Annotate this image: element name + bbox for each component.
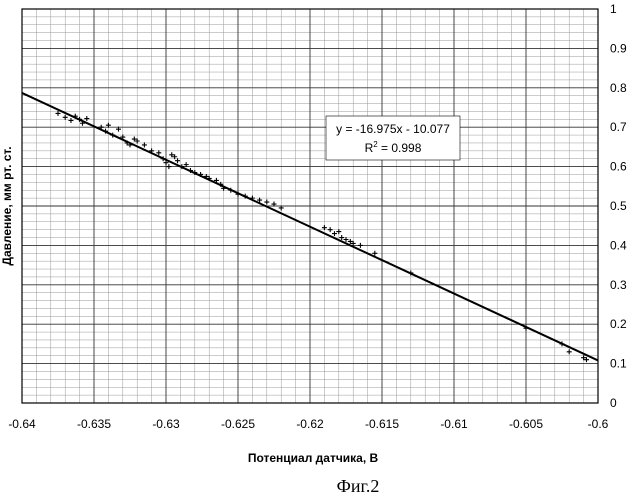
y-tick-label: 0.6 bbox=[610, 160, 627, 174]
x-tick-label: -0.635 bbox=[77, 417, 111, 431]
x-tick-labels: -0.64 -0.635 -0.63 -0.625 -0.62 -0.615 -0.61 -0… bbox=[8, 417, 608, 431]
data-point bbox=[166, 164, 171, 169]
x-tick-label: -0.61 bbox=[440, 417, 468, 431]
x-tick-label: -0.605 bbox=[509, 417, 543, 431]
x-tick-label: -0.62 bbox=[296, 417, 324, 431]
data-point bbox=[264, 200, 269, 205]
data-point bbox=[68, 118, 73, 123]
data-point bbox=[567, 349, 572, 354]
y-tick-label: 0.9 bbox=[610, 41, 627, 55]
x-tick-label: -0.64 bbox=[8, 417, 36, 431]
x-tick-label: -0.615 bbox=[365, 417, 399, 431]
y-tick-label: 0.5 bbox=[610, 199, 627, 213]
x-tick-label: -0.625 bbox=[221, 417, 255, 431]
y-tick-label: 0.3 bbox=[610, 278, 627, 292]
y-tick-label: 0.8 bbox=[610, 81, 627, 95]
x-tick-label: -0.6 bbox=[588, 417, 609, 431]
y-tick-label: 0.1 bbox=[610, 357, 627, 371]
x-tick-label: -0.63 bbox=[152, 417, 180, 431]
r-squared-label: R2 = 0.998 bbox=[365, 140, 422, 155]
y-axis-title: Давление, мм рт. ст. bbox=[0, 146, 14, 265]
y-tick-label: 1 bbox=[610, 2, 617, 16]
figure-caption: Фиг.2 bbox=[337, 476, 380, 496]
r-squared-base: R bbox=[365, 141, 374, 155]
data-point bbox=[358, 243, 363, 248]
y-tick-label: 0 bbox=[610, 396, 617, 410]
y-tick-label: 0.7 bbox=[610, 120, 627, 134]
r-squared-value: = 0.998 bbox=[378, 141, 422, 155]
y-tick-label: 0.2 bbox=[610, 317, 627, 331]
data-point bbox=[84, 116, 89, 121]
y-tick-labels: 0 0.1 0.2 0.3 0.4 0.5 0.6 0.7 0.8 0.9 1 bbox=[610, 2, 627, 410]
y-tick-label: 0.4 bbox=[610, 238, 627, 252]
data-point bbox=[339, 235, 344, 240]
trendline-equation: y = -16.975x - 10.077 bbox=[336, 122, 450, 136]
equation-box: y = -16.975x - 10.077 R2 = 0.998 bbox=[326, 116, 460, 160]
data-point bbox=[332, 231, 337, 236]
data-point bbox=[328, 227, 333, 232]
x-axis-title: Потенциал датчика, В bbox=[248, 451, 379, 465]
